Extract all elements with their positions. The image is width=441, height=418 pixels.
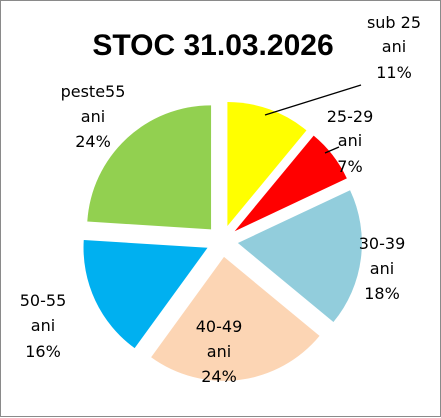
label-0-percent: 11% — [376, 63, 412, 82]
data-label-2: 30-39 ani 18% — [359, 234, 406, 303]
data-label-0: sub 25 ani 11% — [367, 13, 421, 82]
chart-title: STOC 31.03.2026 — [92, 29, 333, 62]
pie-slice-5 — [87, 105, 212, 230]
pie-slice-1 — [234, 135, 347, 232]
label-2-line2: ani — [370, 259, 394, 278]
label-4-line1: 50-55 — [20, 291, 67, 310]
label-2-line1: 30-39 — [359, 234, 406, 253]
label-3-line2: ani — [207, 342, 231, 361]
data-label-5: peste55 ani 24% — [61, 82, 126, 151]
label-5-line2: ani — [81, 107, 105, 126]
pie-slice-0 — [227, 101, 307, 226]
label-0-line2: ani — [382, 37, 406, 56]
pie-slice-2 — [237, 190, 362, 323]
label-5-percent: 24% — [75, 132, 111, 151]
label-1-line1: 25-29 — [327, 107, 374, 126]
leader-line-0 — [264, 84, 362, 116]
data-label-4: 50-55 ani 16% — [20, 291, 67, 361]
label-4-line2: ani — [31, 316, 55, 335]
label-0-line1: sub 25 — [367, 13, 421, 32]
label-5-line1: peste55 — [61, 82, 126, 101]
pie-slice-4 — [83, 240, 208, 349]
label-4-percent: 16% — [25, 342, 61, 361]
pie-slice-3 — [151, 256, 320, 381]
data-label-1: 25-29 ani 7% — [327, 107, 374, 176]
leader-line-1 — [324, 146, 340, 154]
label-2-percent: 18% — [364, 284, 400, 303]
label-1-percent: 7% — [337, 157, 362, 176]
data-label-3: 40-49 ani 24% — [196, 317, 243, 386]
pie-slices — [83, 101, 362, 381]
label-3-percent: 24% — [201, 367, 237, 386]
label-3-line1: 40-49 — [196, 317, 243, 336]
label-1-line2: ani — [338, 131, 362, 150]
